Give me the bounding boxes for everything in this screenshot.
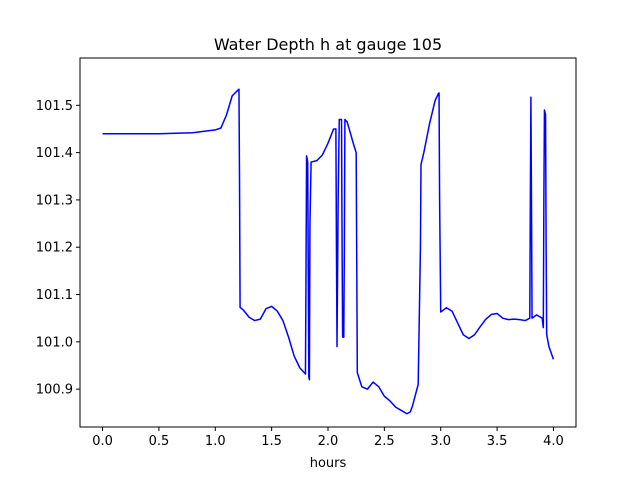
- y-tick-label: 101.2: [36, 241, 73, 256]
- y-tick-label: 101.1: [36, 288, 73, 303]
- y-axis: 100.9 101.0 101.1 101.2 101.3 101.4 101.5: [36, 99, 80, 398]
- y-tick-label: 100.9: [36, 383, 73, 398]
- series-layer: [102, 88, 555, 415]
- x-tick-label: 3.0: [430, 434, 451, 449]
- y-tick-label: 101.5: [36, 99, 73, 114]
- x-tick-label: 1.5: [261, 434, 282, 449]
- x-tick-label: 2.5: [374, 434, 395, 449]
- x-tick-label: 2.0: [318, 434, 339, 449]
- x-tick-label: 0.5: [149, 434, 170, 449]
- x-axis-label: hours: [310, 456, 347, 471]
- x-tick-label: 3.5: [487, 434, 508, 449]
- x-tick-label: 0.0: [92, 434, 113, 449]
- x-tick-label: 1.0: [205, 434, 226, 449]
- chart-title: Water Depth h at gauge 105: [214, 35, 442, 54]
- x-axis: 0.0 0.5 1.0 1.5 2.0 2.5 3.0 3.5 4.0: [92, 427, 564, 449]
- y-tick-label: 101.4: [36, 146, 73, 161]
- x-tick-label: 4.0: [543, 434, 564, 449]
- plot-area: [102, 88, 555, 415]
- y-tick-label: 101.0: [36, 335, 73, 350]
- y-tick-label: 101.3: [36, 193, 73, 208]
- series-line-0: [102, 88, 555, 415]
